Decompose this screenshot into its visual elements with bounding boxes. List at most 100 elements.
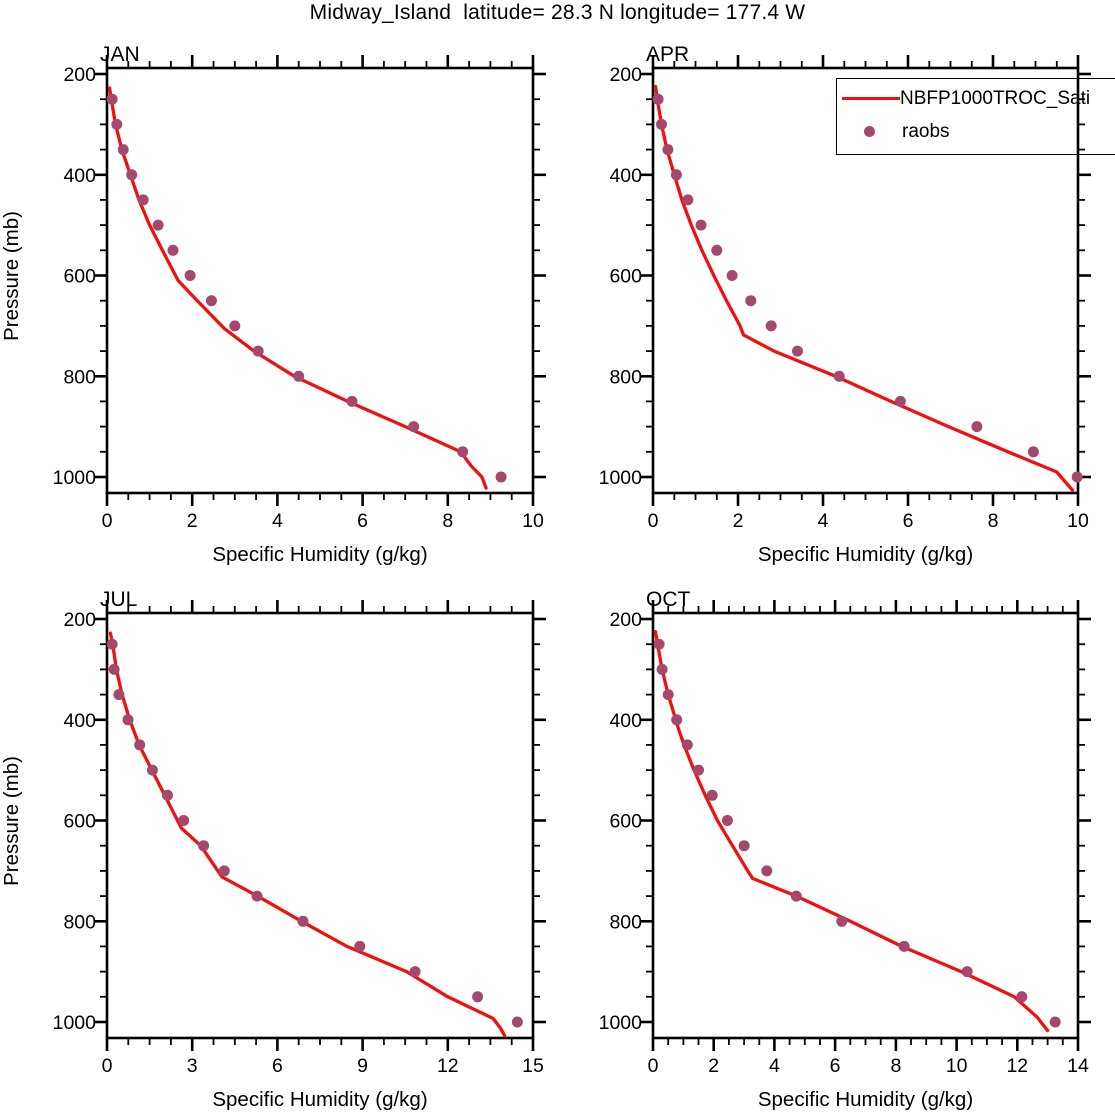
raobs-points: [652, 93, 1083, 483]
y-tick-label: 400: [63, 710, 96, 732]
x-tick-label: 4: [769, 1055, 780, 1077]
legend-line-swatch: [842, 97, 900, 101]
y-tick-label: 400: [609, 165, 642, 187]
raobs-point: [971, 421, 983, 433]
y-axis-label: Pressure (mb): [0, 211, 23, 341]
raobs-point: [682, 194, 694, 206]
raobs-point: [761, 865, 773, 877]
raobs-point: [745, 295, 757, 307]
raobs-point: [146, 764, 158, 776]
raobs-point: [662, 144, 674, 156]
raobs-point: [293, 370, 305, 382]
y-tick-label: 800: [63, 911, 96, 933]
x-tick-label: 2: [187, 510, 198, 532]
y-tick-label: 1000: [599, 1012, 643, 1034]
raobs-point: [836, 915, 848, 927]
y-tick-label: 600: [63, 811, 96, 833]
x-tick-label: 10: [1067, 510, 1089, 532]
x-axis-label: Specific Humidity (g/kg): [758, 543, 973, 566]
axis-ticks: [94, 600, 546, 1051]
model-line: [108, 631, 507, 1038]
y-tick-label: 1000: [599, 467, 643, 489]
x-tick-label: 6: [903, 510, 914, 532]
raobs-point: [652, 93, 664, 105]
raobs-point: [1049, 1016, 1061, 1028]
raobs-point: [681, 739, 693, 751]
raobs-point: [495, 471, 507, 483]
x-tick-label: 6: [272, 1055, 283, 1077]
x-tick-label: 15: [522, 1055, 544, 1077]
raobs-point: [354, 940, 366, 952]
raobs-points: [106, 638, 523, 1028]
y-tick-label: 600: [63, 266, 96, 288]
x-tick-label: 8: [988, 510, 999, 532]
x-tick-label: 0: [102, 510, 113, 532]
raobs-point: [511, 1016, 523, 1028]
x-tick-label: 0: [102, 1055, 113, 1077]
raobs-point: [706, 789, 718, 801]
raobs-point: [961, 966, 973, 978]
raobs-point: [205, 295, 217, 307]
raobs-point: [472, 991, 484, 1003]
raobs-point: [162, 789, 173, 801]
x-tick-label: 0: [648, 1055, 659, 1077]
raobs-point: [765, 320, 777, 332]
raobs-point: [229, 320, 241, 332]
x-tick-label: 12: [1006, 1055, 1028, 1077]
panel-title: OCT: [646, 588, 691, 611]
axis-ticks: [640, 55, 1091, 506]
y-tick-label: 800: [609, 911, 642, 933]
raobs-point: [457, 446, 469, 458]
raobs-point: [113, 689, 125, 701]
x-tick-label: 2: [708, 1055, 719, 1077]
x-tick-label: 9: [357, 1055, 368, 1077]
x-tick-label: 6: [830, 1055, 841, 1077]
raobs-point: [1027, 446, 1039, 458]
y-tick-label: 1000: [53, 1012, 97, 1034]
y-tick-label: 200: [63, 609, 96, 631]
x-tick-label: 10: [946, 1055, 968, 1077]
x-tick-label: 4: [272, 510, 283, 532]
raobs-point: [833, 370, 845, 382]
raobs-point: [662, 689, 674, 701]
raobs-point: [656, 663, 668, 675]
y-axis-label: Pressure (mb): [0, 756, 23, 886]
x-tick-label: 4: [818, 510, 829, 532]
x-tick-label: 2: [733, 510, 744, 532]
y-tick-label: 800: [609, 366, 642, 388]
raobs-point: [408, 421, 420, 433]
x-tick-label: 10: [522, 510, 544, 532]
plot-frame: [105, 611, 535, 1040]
raobs-point: [409, 966, 421, 978]
model-line: [107, 86, 488, 490]
raobs-point: [198, 840, 210, 852]
raobs-point: [711, 244, 723, 256]
y-tick-label: 400: [609, 710, 642, 732]
x-tick-label: 0: [648, 510, 659, 532]
axis-ticks: [94, 55, 546, 506]
raobs-point: [792, 345, 803, 357]
x-tick-label: 12: [437, 1055, 459, 1077]
raobs-point: [1016, 991, 1028, 1003]
raobs-point: [117, 144, 129, 156]
legend-label-raobs: raobs: [902, 121, 950, 142]
raobs-point: [726, 270, 738, 281]
plot-frame: [651, 611, 1080, 1040]
y-tick-label: 200: [609, 64, 642, 86]
panel-title: APR: [646, 43, 689, 66]
legend-label-model: NBFP1000TROC_Sati: [900, 88, 1091, 109]
raobs-point: [218, 865, 230, 877]
x-tick-label: 14: [1067, 1055, 1089, 1077]
panel-title: JAN: [100, 43, 140, 66]
x-axis-label: Specific Humidity (g/kg): [758, 1088, 973, 1111]
raobs-point: [297, 915, 309, 927]
